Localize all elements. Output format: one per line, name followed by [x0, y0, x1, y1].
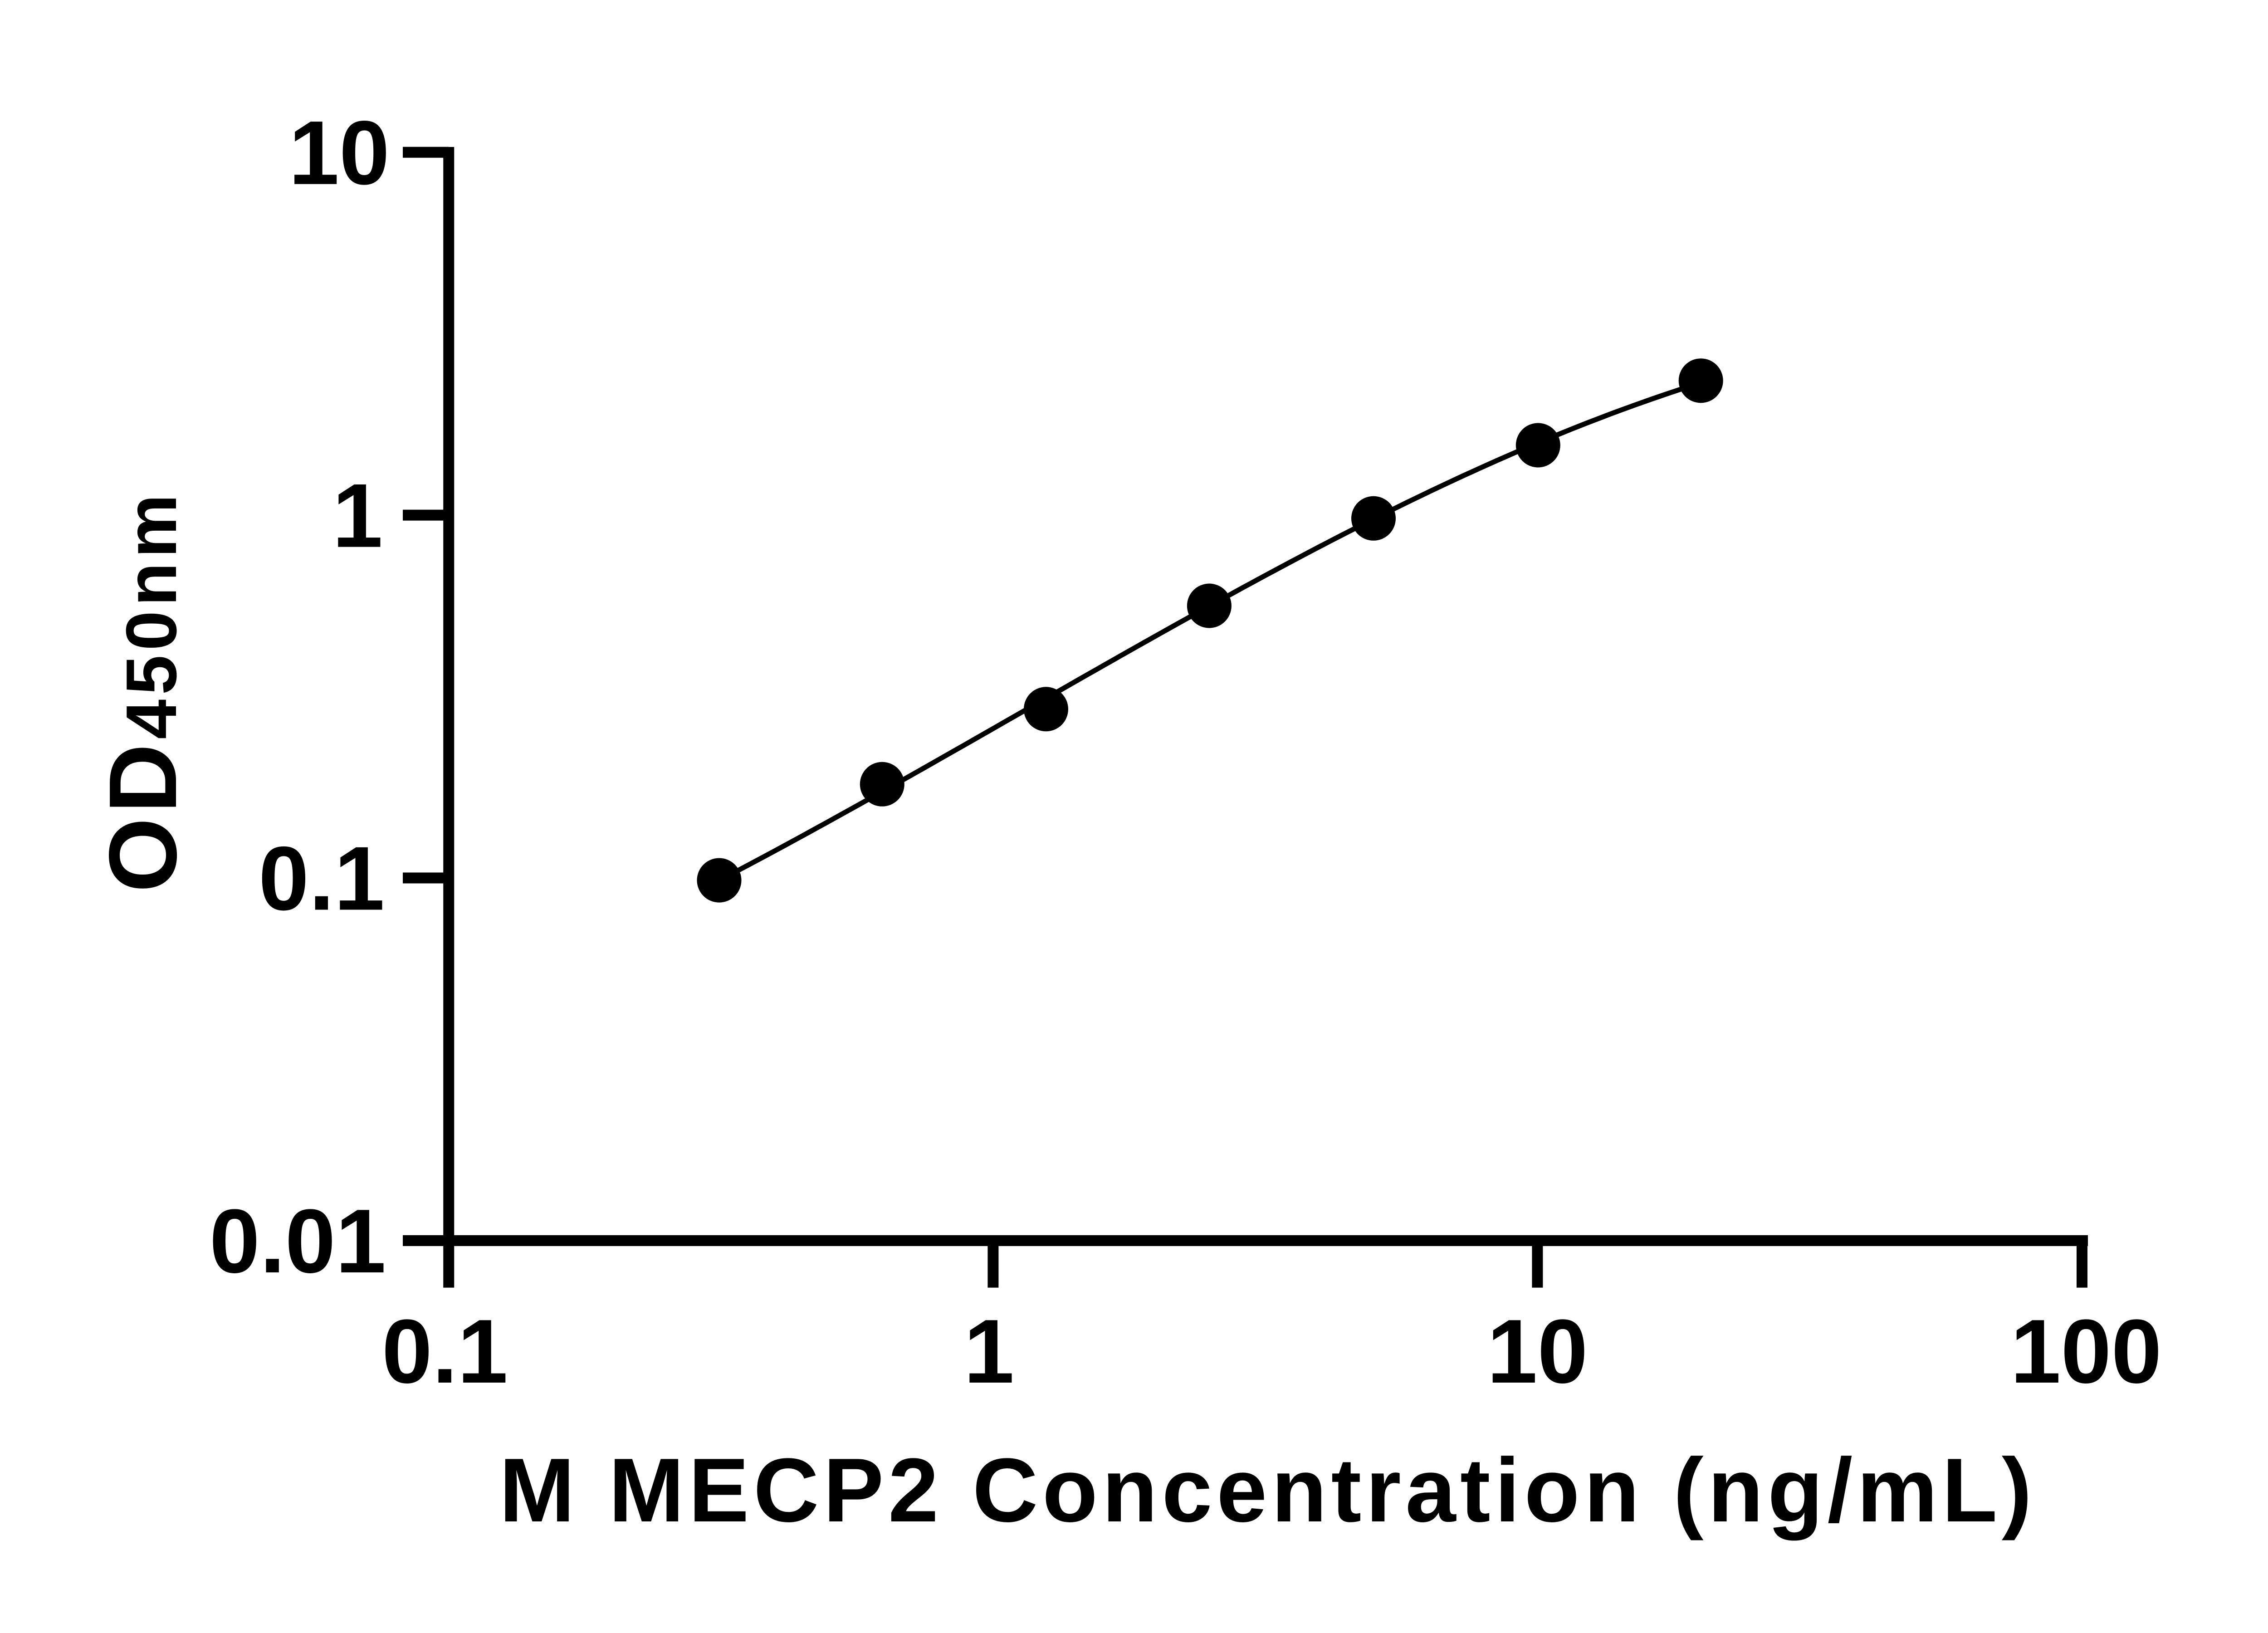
svg-text:1: 1 [964, 1301, 1014, 1402]
svg-text:1: 1 [332, 465, 383, 567]
svg-text:10: 10 [289, 103, 390, 204]
svg-text:0.1: 0.1 [259, 828, 385, 929]
svg-text:0.1: 0.1 [382, 1301, 508, 1402]
svg-text:10: 10 [1487, 1301, 1588, 1402]
svg-text:0.01: 0.01 [210, 1191, 386, 1292]
svg-text:100: 100 [2010, 1301, 2162, 1402]
svg-text:M MECP2 Concentration (ng/mL): M MECP2 Concentration (ng/mL) [499, 1440, 2032, 1541]
